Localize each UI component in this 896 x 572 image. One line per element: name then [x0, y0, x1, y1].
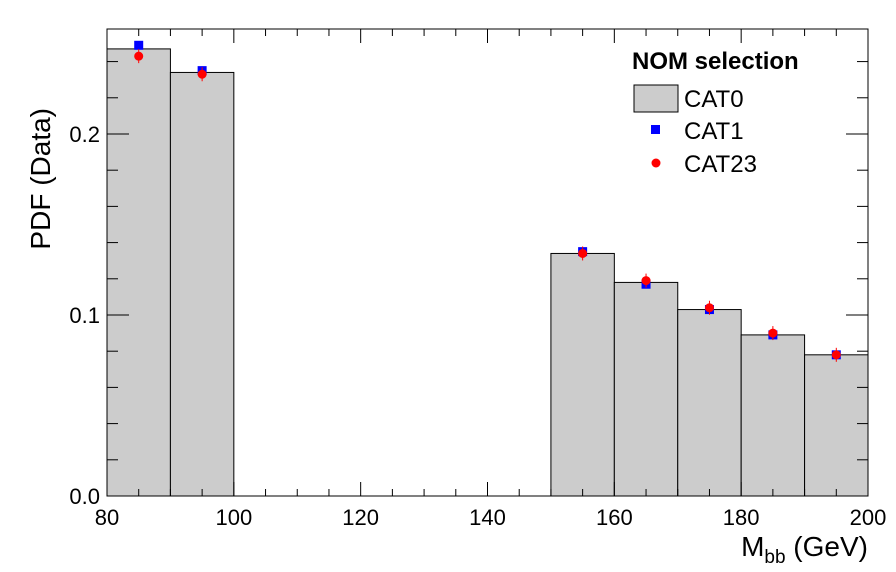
cat23-point — [768, 328, 778, 338]
marker-layer — [134, 40, 841, 362]
x-axis-title-subscript: bb — [764, 547, 785, 568]
cat23-point — [134, 51, 144, 61]
legend-label-cat23: CAT23 — [684, 151, 757, 178]
x-axis-title: Mbb (GeV) — [741, 531, 868, 568]
y-axis-title: PDF (Data) — [25, 108, 56, 250]
x-tick-label: 200 — [850, 505, 887, 530]
histogram-bar — [550, 252, 615, 497]
histogram-layer — [106, 48, 869, 497]
y-tick-label: 0.0 — [69, 484, 100, 509]
histogram-bar — [677, 309, 742, 497]
y-tick-label: 0.2 — [69, 122, 100, 147]
cat23-point — [704, 303, 714, 313]
cat1-point — [134, 40, 144, 50]
legend: NOM selection CAT0 CAT1 CAT23 — [632, 48, 799, 178]
legend-marker-cat23 — [651, 158, 661, 168]
x-tick-label: 100 — [215, 505, 252, 530]
x-tick-label: 160 — [596, 505, 633, 530]
cat23-point — [641, 276, 651, 286]
x-axis-title-unit: (GeV) — [786, 531, 868, 562]
histogram-bar — [169, 71, 235, 497]
x-axis-title-main: M — [741, 531, 764, 562]
histogram-bar — [106, 48, 171, 497]
legend-marker-cat1 — [651, 125, 660, 134]
x-tick-label: 140 — [469, 505, 506, 530]
legend-label-cat1: CAT1 — [684, 118, 744, 145]
cat23-point — [197, 69, 207, 79]
legend-swatch-cat0 — [633, 84, 679, 113]
histogram-bar — [740, 334, 806, 497]
tick-labels: 80 100 120 140 160 180 200 0.0 0.1 0.2 — [69, 122, 886, 530]
legend-header: NOM selection — [632, 48, 799, 75]
axis-ticks — [106, 29, 869, 497]
y-tick-label: 0.1 — [69, 303, 100, 328]
x-tick-label: 120 — [342, 505, 379, 530]
histogram-bar — [613, 281, 679, 497]
x-tick-label: 80 — [95, 505, 119, 530]
histogram-bar — [804, 354, 869, 497]
legend-label-cat0: CAT0 — [684, 86, 744, 113]
cat23-point — [831, 350, 841, 360]
cat23-point — [578, 248, 588, 258]
x-tick-label: 180 — [723, 505, 760, 530]
